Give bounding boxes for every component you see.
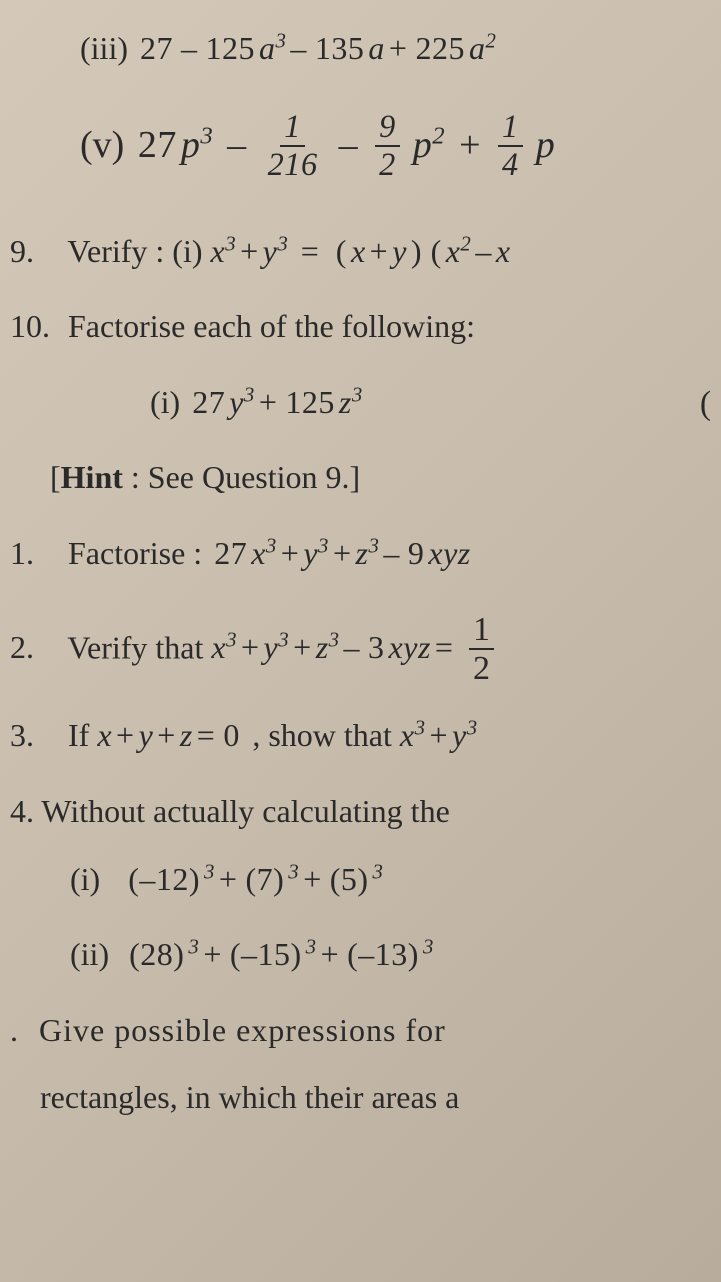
q9-expr: x3+y3 = (x+y) (x2–x bbox=[210, 233, 510, 269]
qnum-12: 2. bbox=[10, 619, 60, 677]
q15-text1: Give possible expressions for bbox=[39, 1012, 446, 1048]
question-11: 1. Factorise : 27x3+y3+z3–9xyz bbox=[10, 525, 721, 583]
q10-sub-i: (i) 27y3+125z3 ( bbox=[10, 374, 721, 432]
qnum-13: 3. bbox=[10, 707, 60, 765]
q13-text1: If bbox=[68, 717, 89, 753]
question-15-line1: . Give possible expressions for bbox=[10, 1002, 721, 1060]
q13-expr1: x+y+z=0 bbox=[97, 717, 252, 753]
q12-text: Verify that bbox=[67, 629, 203, 665]
q9-text: Verify : bbox=[67, 233, 164, 269]
textbook-page: (iii) 27–125a3–135a+225a2 (v) 27p3 – 121… bbox=[10, 20, 721, 1127]
qnum-10: 10. bbox=[10, 298, 60, 356]
q14-sub2-expr: (28)3+(–15)3+(–13)3 bbox=[125, 936, 434, 972]
expr-v: 27p3 – 1216 – 92 p2 + 14 p bbox=[134, 124, 555, 166]
q14-sub1-label: (i) bbox=[70, 861, 100, 897]
qnum-14: 4. bbox=[10, 783, 34, 841]
q11-expr: 27x3+y3+z3–9xyz bbox=[210, 535, 471, 571]
qnum-9: 9. bbox=[10, 223, 60, 281]
q13-text2: , show that bbox=[252, 717, 392, 753]
item-iii: (iii) 27–125a3–135a+225a2 bbox=[10, 20, 721, 78]
hint-text: [Hint : See Question 9.] bbox=[50, 459, 360, 495]
q10-sub-label: (i) bbox=[150, 384, 180, 420]
frac-1-216: 1216 bbox=[264, 109, 322, 182]
qnum-11: 1. bbox=[10, 525, 60, 583]
item-v: (v) 27p3 – 1216 – 92 p2 + 14 p bbox=[10, 98, 721, 193]
q13-expr2: x3+y3 bbox=[400, 717, 478, 753]
qnum-15: . bbox=[10, 1002, 30, 1060]
q14-sub-ii: (ii) (28)3+(–15)3+(–13)3 bbox=[10, 926, 721, 984]
expr-iii: 27–125a3–135a+225a2 bbox=[136, 30, 496, 66]
q10-hint: [Hint : See Question 9.] bbox=[10, 449, 721, 507]
question-9: 9. Verify : (i) x3+y3 = (x+y) (x2–x bbox=[10, 223, 721, 281]
q14-sub2-label: (ii) bbox=[70, 936, 109, 972]
q10-text: Factorise each of the following: bbox=[68, 308, 475, 344]
question-12: 2. Verify that x3+y3+z3–3xyz= 12 bbox=[10, 613, 721, 690]
label-v: (v) bbox=[80, 98, 124, 193]
q14-sub-i: (i) (–12)3+(7)3+(5)3 bbox=[10, 851, 721, 909]
q14-sub1-expr: (–12)3+(7)3+(5)3 bbox=[124, 861, 383, 897]
question-14: 4. Without actually calculating the bbox=[10, 783, 721, 841]
frac-9-2: 92 bbox=[375, 109, 400, 182]
q12-expr: x3+y3+z3–3xyz= bbox=[211, 629, 466, 665]
frac-1-4: 14 bbox=[498, 109, 523, 182]
q10-sub-expr: 27y3+125z3 bbox=[188, 384, 363, 420]
q11-text: Factorise : bbox=[68, 535, 202, 571]
q14-text: Without actually calculating the bbox=[41, 793, 449, 829]
paren-fragment: ( bbox=[700, 374, 711, 434]
q9-sub-label: (i) bbox=[172, 233, 202, 269]
q15-text2: rectangles, in which their areas a bbox=[40, 1079, 459, 1115]
frac-1-2: 12 bbox=[469, 611, 494, 688]
label-iii: (iii) bbox=[80, 20, 128, 78]
question-13: 3. If x+y+z=0 , show that x3+y3 bbox=[10, 707, 721, 765]
question-10: 10. Factorise each of the following: bbox=[10, 298, 721, 356]
question-15-line2: rectangles, in which their areas a bbox=[10, 1069, 721, 1127]
